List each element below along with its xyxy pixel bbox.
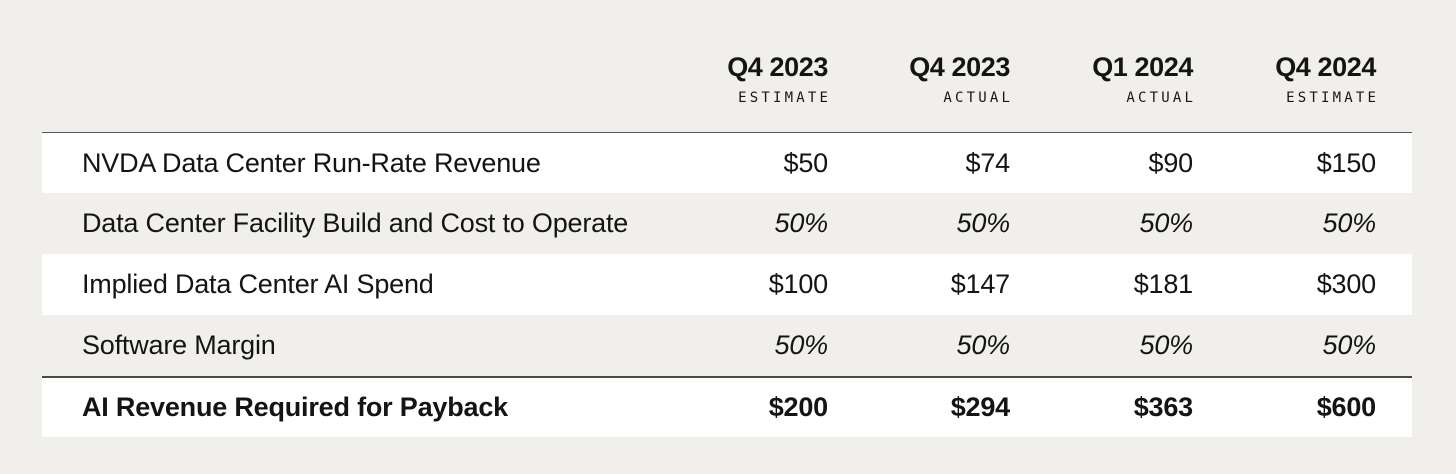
column-qualifier: ESTIMATE [738, 90, 832, 106]
value-cell: 50% [1139, 208, 1194, 238]
row-label: AI Revenue Required for Payback [82, 392, 508, 422]
column-qualifier: ACTUAL [1126, 90, 1197, 106]
table-row-implied-ai-spend: Implied Data Center AI Spend $100 $147 $… [42, 254, 1412, 315]
column-qualifier: ESTIMATE [1286, 90, 1380, 106]
row-label: Implied Data Center AI Spend [82, 269, 434, 299]
column-header-q4-2023-estimate: Q4 2023 ESTIMATE [643, 51, 832, 106]
table-row-facility-build-cost: Data Center Facility Build and Cost to O… [42, 193, 1412, 254]
column-header-q1-2024-actual: Q1 2024 ACTUAL [1010, 51, 1197, 106]
value-cell: 50% [956, 208, 1011, 238]
payback-table: Q4 2023 ESTIMATE Q4 2023 ACTUAL Q1 2024 … [42, 0, 1412, 437]
column-period: Q1 2024 [1092, 51, 1193, 82]
value-cell: $90 [1148, 147, 1194, 178]
column-header-q4-2023-actual: Q4 2023 ACTUAL [828, 51, 1014, 106]
value-cell: $363 [1133, 392, 1193, 422]
value-cell: $147 [950, 269, 1010, 299]
value-cell: $200 [768, 392, 828, 422]
table-header-row: Q4 2023 ESTIMATE Q4 2023 ACTUAL Q1 2024 … [42, 0, 1412, 132]
value-cell: $150 [1316, 147, 1376, 178]
value-cell: $300 [1316, 269, 1376, 299]
value-cell: $294 [950, 392, 1010, 422]
table-row-software-margin: Software Margin 50% 50% 50% 50% [42, 315, 1412, 376]
value-cell: $74 [965, 147, 1011, 178]
value-cell: 50% [774, 208, 829, 238]
table-row-ai-revenue-required: AI Revenue Required for Payback $200 $29… [42, 376, 1412, 437]
value-cell: 50% [1139, 330, 1194, 360]
row-label: Software Margin [82, 330, 276, 360]
value-cell: 50% [1322, 208, 1377, 238]
value-cell: $181 [1133, 269, 1193, 299]
column-qualifier: ACTUAL [943, 90, 1014, 106]
column-period: Q4 2024 [1275, 51, 1376, 82]
column-period: Q4 2023 [727, 51, 828, 82]
value-cell: $600 [1316, 392, 1376, 422]
value-cell: $100 [768, 269, 828, 299]
column-period: Q4 2023 [909, 51, 1010, 82]
column-header-q4-2024-estimate: Q4 2024 ESTIMATE [1193, 51, 1380, 106]
value-cell: 50% [774, 330, 829, 360]
value-cell: 50% [956, 330, 1011, 360]
table-row-nvda-run-rate-revenue: NVDA Data Center Run-Rate Revenue $50 $7… [42, 132, 1412, 193]
row-label: Data Center Facility Build and Cost to O… [82, 208, 629, 238]
value-cell: 50% [1322, 330, 1377, 360]
row-label: NVDA Data Center Run-Rate Revenue [82, 147, 541, 178]
value-cell: $50 [783, 147, 829, 178]
